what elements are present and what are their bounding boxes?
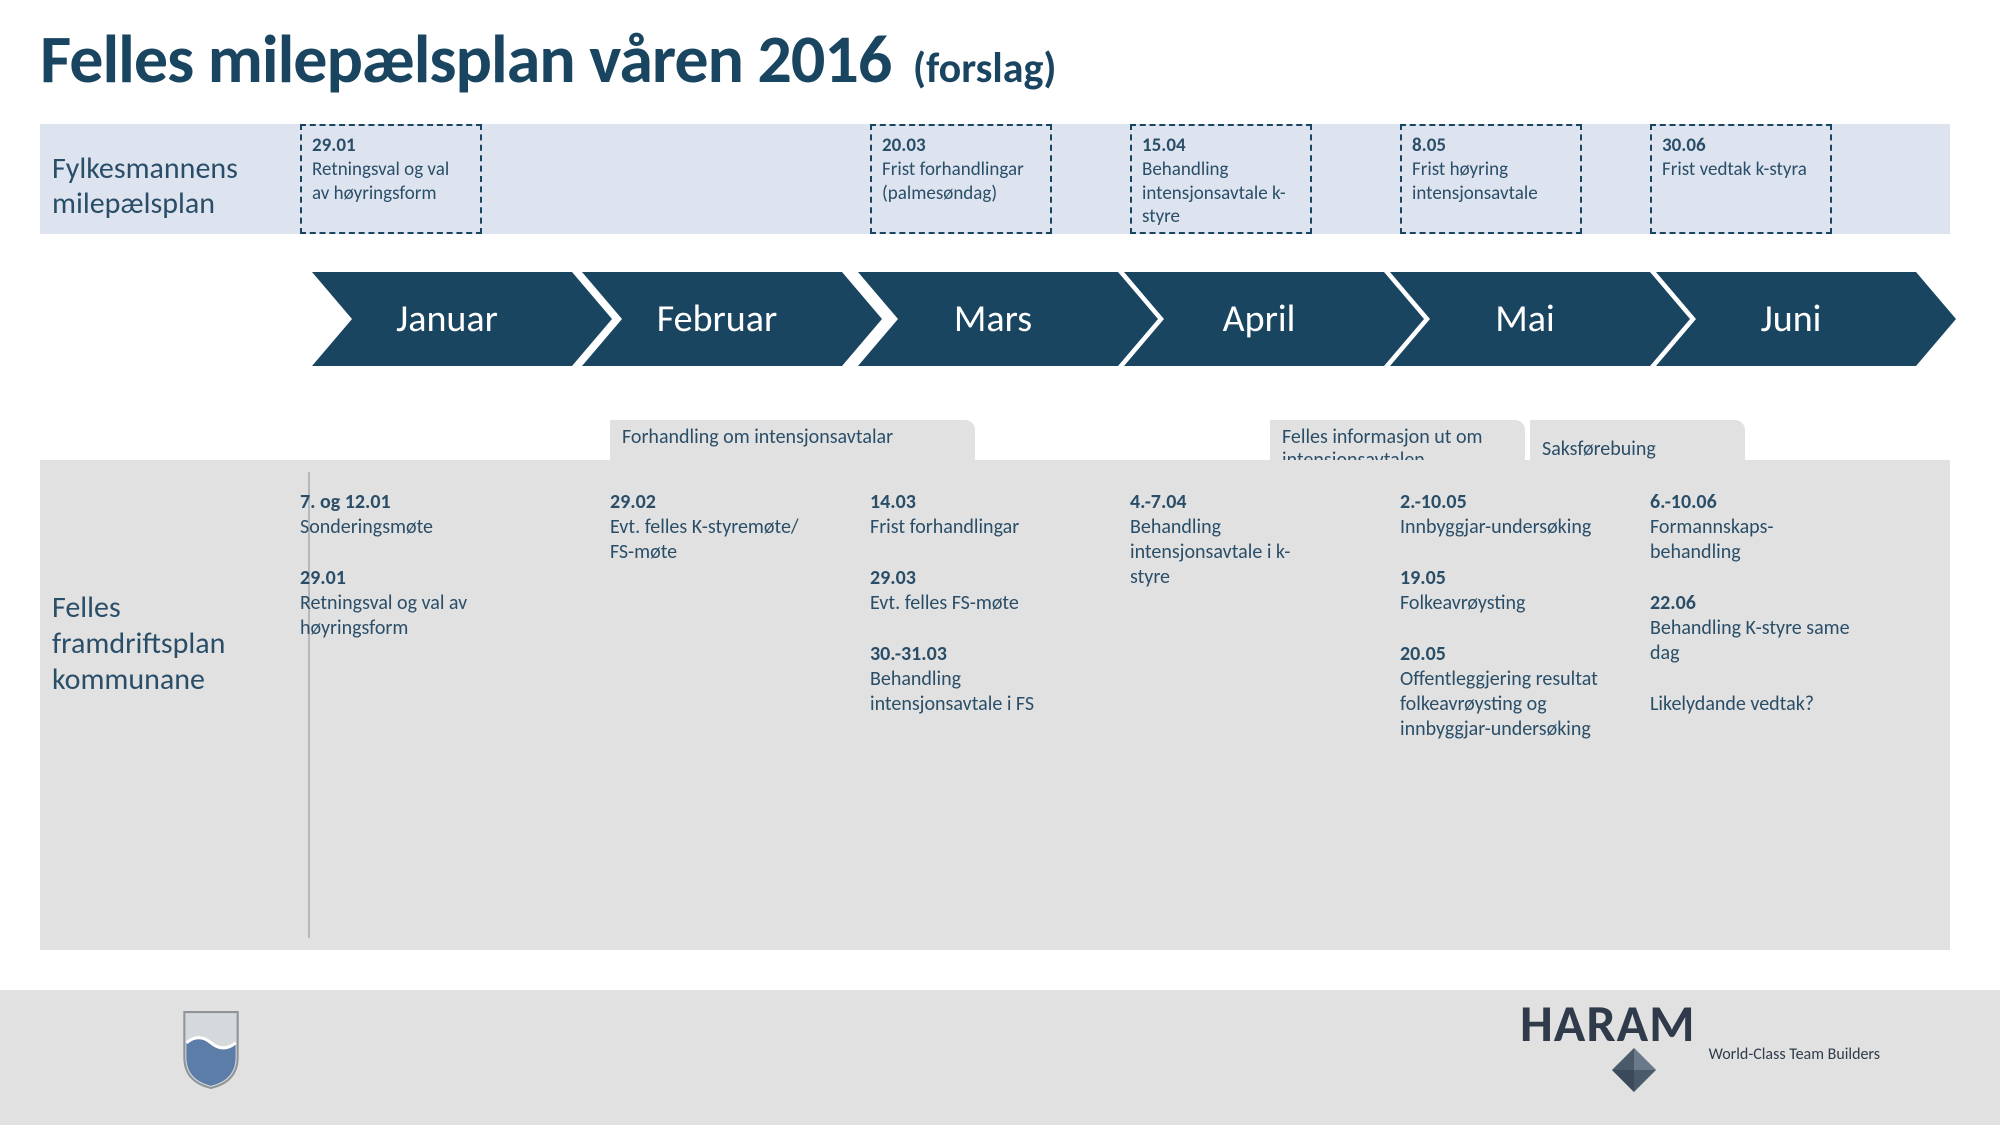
milestone-entry: 29.03Evt. felles FS-møte: [870, 566, 1070, 616]
milestone-box: 15.04Behandling intensjonsavtale k-styre: [1130, 124, 1312, 234]
month-column: 4.-7.04Behandling intensjonsavtale i k-s…: [1130, 490, 1330, 616]
month-column: 14.03Frist forhandlingar 29.03Evt. felles…: [870, 490, 1070, 743]
month-chevron: Januar: [312, 272, 612, 366]
milestone-entry: 22.06Behandling K-styre same dag: [1650, 591, 1850, 666]
month-label: Juni: [1656, 272, 1926, 366]
milestone-entry: 19.05Folkeavrøysting: [1400, 566, 1600, 616]
milestone-entry: 29.01Retningsval og val av høyringsform: [300, 566, 500, 641]
title-main: Felles milepælsplan våren 2016: [40, 18, 891, 101]
logo-text: HARAM: [1520, 1000, 1880, 1047]
milestone-entry: 7. og 12.01Sonderingsmøte: [300, 490, 500, 540]
month-label: Mai: [1390, 272, 1660, 366]
fylkesmannen-label: Fylkesmannens milepælsplan: [52, 152, 238, 221]
milestone-entry: 29.02Evt. felles K-styremøte/ FS-møte: [610, 490, 810, 565]
month-label: Januar: [312, 272, 582, 366]
milestone-entry: 6.-10.06Formannskaps-behandling: [1650, 490, 1850, 565]
month-chevron: April: [1124, 272, 1424, 366]
logo-diamond-icon: [1606, 1042, 1662, 1103]
month-column: 7. og 12.01Sonderingsmøte 29.01Retningsva…: [300, 490, 500, 667]
kommunane-label: Felles framdriftsplan kommunane: [52, 590, 225, 698]
month-chevron: Februar: [582, 272, 882, 366]
month-label: Februar: [582, 272, 852, 366]
month-chevron: Mars: [858, 272, 1158, 366]
page-title: Felles milepælsplan våren 2016 (forslag): [40, 18, 1056, 101]
milestone-box: 20.03Frist forhandlingar (palmesøndag): [870, 124, 1052, 234]
month-column: 29.02Evt. felles K-styremøte/ FS-møte: [610, 490, 810, 591]
milestone-entry: 20.05Offentleggjering resultat folkeavrø…: [1400, 642, 1600, 742]
milestone-plan-canvas: Felles milepælsplan våren 2016 (forslag)…: [0, 0, 2000, 1125]
title-sub: (forslag): [913, 43, 1057, 94]
month-chevrons: JanuarFebruarMarsAprilMaiJuni: [0, 272, 2000, 366]
kommunane-band: Felles framdriftsplan kommunane 7. og 12…: [40, 460, 1950, 950]
milestone-box: 29.01Retningsval og val av høyringsform: [300, 124, 482, 234]
milestone-entry: 30.-31.03Behandling intensjonsavtale i F…: [870, 642, 1070, 717]
crest-icon: [180, 1010, 242, 1095]
month-chevron: Mai: [1390, 272, 1690, 366]
fylkesmannen-band: Fylkesmannens milepælsplan 29.01Retnings…: [40, 124, 1950, 234]
milestone-entry: 14.03Frist forhandlingar: [870, 490, 1070, 540]
month-column: 2.-10.05Innbyggjar-undersøking 19.05Folke…: [1400, 490, 1600, 768]
month-column: 6.-10.06Formannskaps-behandling 22.06Beha…: [1650, 490, 1850, 743]
month-label: Mars: [858, 272, 1128, 366]
milestone-box: 30.06Frist vedtak k-styra: [1650, 124, 1832, 234]
milestone-entry: 2.-10.05Innbyggjar-undersøking: [1400, 490, 1600, 540]
month-label: April: [1124, 272, 1394, 366]
milestone-box: 8.05Frist høyring intensjonsavtale: [1400, 124, 1582, 234]
haram-logo: HARAM World-Class Team Builders: [1520, 1000, 1880, 1064]
month-chevron: Juni: [1656, 272, 1956, 366]
milestone-entry: Likelydande vedtak?: [1650, 692, 1850, 717]
milestone-entry: 4.-7.04Behandling intensjonsavtale i k-s…: [1130, 490, 1330, 590]
